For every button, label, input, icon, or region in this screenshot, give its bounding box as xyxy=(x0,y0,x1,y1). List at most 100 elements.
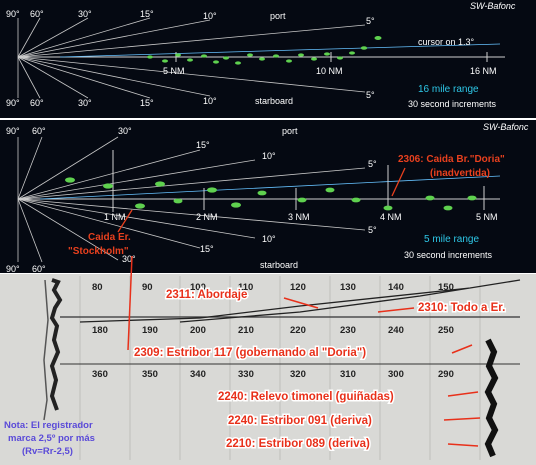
chart-right-trace xyxy=(484,338,499,458)
panel2-event-stockholm-line1: Caida Er. xyxy=(88,232,131,243)
panel2-starboard-label: starboard xyxy=(260,260,298,270)
panel1-starboard-label: starboard xyxy=(255,96,293,106)
panel2-angle-90-bottom: 90° xyxy=(6,264,20,274)
course-recorder-chart: 80 90 100 110 120 130 140 150 180 190 20… xyxy=(0,255,536,465)
panel2-angle-5-top: 5° xyxy=(368,159,377,169)
panel1-angle-60-top: 60° xyxy=(30,9,44,19)
panel1-angle-15-top: 15° xyxy=(140,9,154,19)
panel2-range-5nm: 5 NM xyxy=(476,212,498,222)
panel1-cursor-label: cursor on 1.3° xyxy=(418,37,475,47)
panel1-angle-90-top: 90° xyxy=(6,9,20,19)
panel1-angle-10-bottom: 10° xyxy=(203,96,217,106)
chart-scale-mid-3: 210 xyxy=(238,325,254,336)
panel2-event-2306-line2: (inadvertida) xyxy=(430,168,490,179)
chart-scale-bot-5: 310 xyxy=(340,369,356,380)
chart-scale-top-3: 110 xyxy=(238,282,253,293)
panel2-event-stockholm-pointer xyxy=(117,209,133,233)
panel1-range-caption: 16 mile range xyxy=(418,84,479,95)
chart-note-line3: (Rv=Rr-2,5) xyxy=(22,446,73,457)
panel2-bearing-lines xyxy=(17,136,366,263)
panel1-angle-60-bottom: 60° xyxy=(30,98,44,108)
chart-event-labels: 2311: Abordaje 2310: Todo a Er. 2309: Es… xyxy=(133,288,507,452)
panel2-brand: SW-Bafonc xyxy=(483,122,529,132)
panel2-range-ticks xyxy=(112,150,485,212)
radar-plot-16-mile: SW-Bafonc 90° 60° 30° 15° 10° 5° 90° 60°… xyxy=(0,0,536,118)
panel2-angle-15-bottom: 15° xyxy=(200,244,214,254)
panel1-brand: SW-Bafonc xyxy=(470,1,516,11)
panel1-angle-90-bottom: 90° xyxy=(6,98,20,108)
panel1-range-16nm: 16 NM xyxy=(470,66,497,76)
panel1-range-ticks xyxy=(175,52,488,62)
panel2-event-2306-line1: 2306: Caida Br."Doria" xyxy=(398,154,505,165)
panel1-angle-5-top: 5° xyxy=(366,16,375,26)
panel1-angle-30-top: 30° xyxy=(78,9,92,19)
panel1-range-10nm: 10 NM xyxy=(316,66,343,76)
panel2-angle-60-bottom: 60° xyxy=(32,264,46,274)
panel2-range-caption: 5 mile range xyxy=(424,234,479,245)
panel2-angle-10-top: 10° xyxy=(262,151,276,161)
chart-scale-mid-5: 230 xyxy=(340,325,356,336)
panel1-range-5nm: 5 NM xyxy=(163,66,185,76)
chart-event-2210: 2210: Estribor 089 (deriva) xyxy=(226,438,370,450)
panel1-angle-30-bottom: 30° xyxy=(78,98,92,108)
chart-left-trace xyxy=(49,278,63,411)
chart-scale-top-4: 120 xyxy=(290,282,306,293)
panel2-range-2nm: 2 NM xyxy=(196,212,218,222)
panel2-angle-5-bottom: 5° xyxy=(368,225,377,235)
chart-scale-top-2: 100 xyxy=(190,282,206,293)
panel2-angle-60-top: 60° xyxy=(32,126,46,136)
chart-event-2240-estribor: 2240: Estribor 091 (deriva) xyxy=(228,415,372,427)
chart-scale-top-6: 140 xyxy=(388,282,404,293)
chart-scale-mid-0: 180 xyxy=(92,325,108,336)
chart-note-line2: marca 2,5º por más xyxy=(8,433,95,444)
radar-plot-5-mile: SW-Bafonc 90° 60° 30° 15° 10° 5° 90° 60°… xyxy=(0,120,536,274)
panel2-heading-line xyxy=(39,175,501,200)
panel1-angle-15-bottom: 15° xyxy=(140,98,154,108)
panel2-angle-15-top: 15° xyxy=(196,140,210,150)
chart-scale-mid-2: 200 xyxy=(190,325,206,336)
chart-scale-mid-7: 250 xyxy=(438,325,454,336)
chart-grid xyxy=(79,276,481,460)
panel2-angle-30-top: 30° xyxy=(118,126,132,136)
chart-event-pointers xyxy=(127,255,481,447)
chart-event-2311: 2311: Abordaje xyxy=(166,289,247,301)
chart-scale-mid-6: 240 xyxy=(388,325,404,336)
chart-event-2310: 2310: Todo a Er. xyxy=(418,302,505,314)
panel1-cursor-line xyxy=(59,43,501,58)
panel1-bearing-lines xyxy=(17,17,366,99)
panel2-increments-caption: 30 second increments xyxy=(404,250,493,260)
panel1-increments-caption: 30 second increments xyxy=(408,99,497,109)
panel1-angle-5-bottom: 5° xyxy=(366,90,375,100)
chart-scale-bot-4: 320 xyxy=(290,369,306,380)
chart-event-2309: 2309: Estribor 117 (gobernando al "Doria… xyxy=(134,347,366,359)
panel2-angle-10-bottom: 10° xyxy=(262,234,276,244)
chart-scale-bot-1: 350 xyxy=(142,369,158,380)
panel2-range-3nm: 3 NM xyxy=(288,212,310,222)
panel2-event-stockholm-line2: "Stockholm" xyxy=(68,246,129,257)
chart-background xyxy=(0,274,536,465)
panel2-range-1nm: 1 NM xyxy=(104,212,126,222)
chart-event-2240-relevo: 2240: Relevo timonel (guiñadas) xyxy=(218,391,394,403)
chart-scale-top-1: 90 xyxy=(142,282,153,293)
panel2-port-label: port xyxy=(282,126,298,136)
chart-scale-mid-1: 190 xyxy=(142,325,158,336)
chart-scale-bot-3: 330 xyxy=(238,369,254,380)
panel2-event-2306-pointer xyxy=(391,167,406,197)
chart-scale-top-5: 130 xyxy=(340,282,356,293)
panel2-angle-90-top: 90° xyxy=(6,126,20,136)
panel2-radar-echoes xyxy=(65,177,477,211)
panel1-angle-10-top: 10° xyxy=(203,11,217,21)
panel2-angle-30-bottom: 30° xyxy=(122,254,136,264)
chart-note-line1: Nota: El registrador xyxy=(4,420,93,431)
panel1-background xyxy=(0,0,536,118)
chart-scale-mid-4: 220 xyxy=(290,325,306,336)
chart-heading-trace xyxy=(79,279,521,323)
chart-left-trace-thin xyxy=(43,279,49,421)
chart-scale-bot-6: 300 xyxy=(388,369,404,380)
chart-scale-bot-2: 340 xyxy=(190,369,206,380)
chart-scale-top-0: 80 xyxy=(92,282,103,293)
panel2-range-4nm: 4 NM xyxy=(380,212,402,222)
chart-scale-top-7: 150 xyxy=(438,282,454,293)
panel1-radar-echoes xyxy=(147,36,382,65)
panel1-port-label: port xyxy=(270,11,286,21)
